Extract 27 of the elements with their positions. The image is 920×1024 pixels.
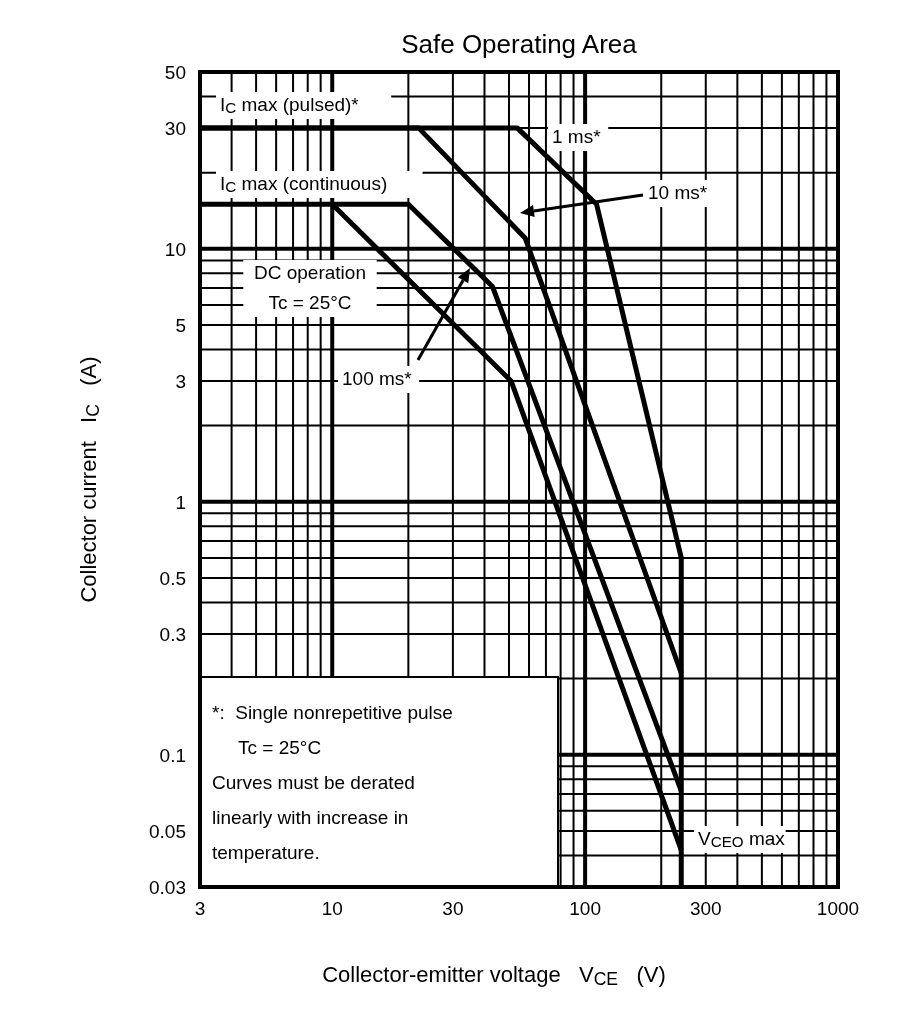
annotation: V$_{CEO}$ max: [698, 828, 786, 851]
y-tick-label: 0.3: [159, 624, 186, 646]
y-tick-label: 5: [175, 314, 186, 336]
annotation: *: Single nonrepetitive pulse Tc = 25°C Curves must be derated linearly with increase in temperature.: [212, 702, 453, 863]
y-tick-label: 0.5: [159, 567, 186, 589]
chart-title: Safe Operating Area: [401, 29, 638, 59]
y-tick-label: 1: [175, 491, 186, 513]
y-tick-label: 10: [164, 238, 186, 260]
x-tick-label: 1000: [816, 898, 860, 919]
annotation: I$_{C}$ max (continuous): [220, 173, 388, 196]
annotation: 10 ms*: [648, 182, 708, 203]
y-tick-label: 50: [164, 62, 186, 83]
x-tick-label: 30: [442, 898, 464, 919]
annotation: I$_{C}$ max (pulsed)*: [220, 94, 360, 117]
x-tick-label: 3: [194, 898, 206, 919]
x-tick-label: 10: [321, 898, 343, 919]
y-tick-label: 0.05: [149, 820, 186, 842]
y-tick-label: 0.1: [159, 744, 186, 766]
x-tick-label: 100: [569, 898, 601, 919]
y-tick-label: 0.03: [149, 877, 186, 898]
annotation: 1 ms*: [552, 126, 602, 147]
x-axis-title: Collector-emitter voltage V$_{CE}$ (V): [322, 962, 666, 989]
x-tick-label: 300: [689, 898, 722, 919]
annotation: DC operation Tc = 25°C: [254, 262, 366, 313]
y-tick-label: 30: [164, 118, 186, 140]
y-tick-label: 3: [175, 371, 186, 393]
annotation: 100 ms*: [342, 368, 413, 389]
